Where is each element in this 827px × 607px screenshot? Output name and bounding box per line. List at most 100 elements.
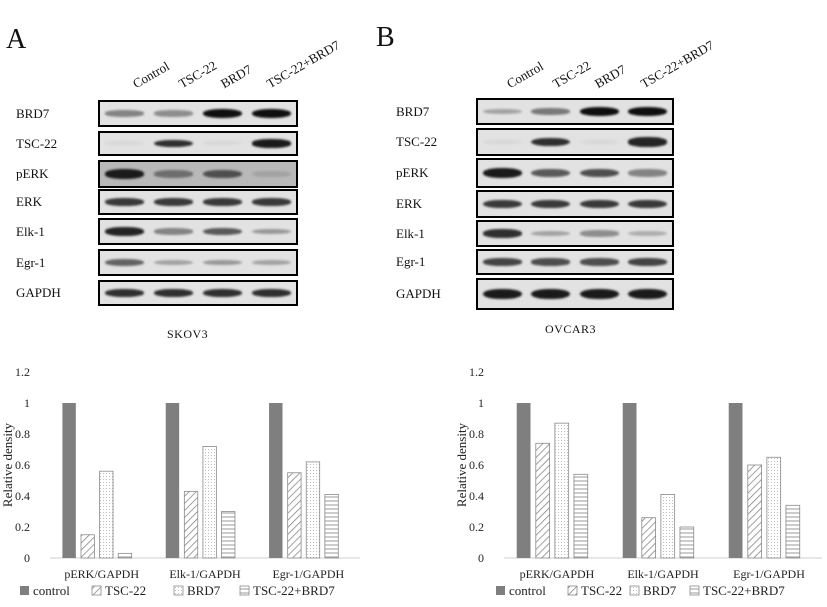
bar-tsc-22	[183, 490, 199, 559]
band	[482, 258, 522, 266]
row-label-erk: ERK	[396, 196, 422, 211]
band	[202, 141, 243, 146]
blot-brd7	[476, 98, 674, 125]
band	[251, 108, 292, 119]
legend-swatch	[91, 585, 102, 596]
band	[531, 230, 571, 237]
band	[104, 110, 145, 117]
band	[579, 288, 619, 300]
band	[628, 288, 668, 300]
band	[531, 258, 571, 266]
lane-label-tsc-22: TSC-22	[550, 57, 594, 92]
row-label-brd7: BRD7	[16, 105, 50, 121]
band	[104, 141, 145, 146]
band	[202, 108, 243, 119]
band	[251, 171, 292, 177]
bar-control	[165, 403, 180, 558]
x-category-label: pERK/GAPDH	[64, 567, 139, 581]
x-category-label: Egr-1/GAPDH	[733, 567, 805, 581]
row-label-egr-1: Egr-1	[16, 254, 46, 270]
row-label-gapdh: GAPDH	[396, 286, 441, 301]
row-label-tsc-22: TSC-22	[16, 135, 58, 151]
band	[628, 169, 668, 177]
band	[579, 230, 619, 237]
y-tick-label: 0.2	[15, 520, 30, 534]
legend-swatch	[173, 585, 184, 596]
bar-brd7	[305, 461, 321, 559]
bar-brd7	[202, 446, 217, 559]
blot-egr-1	[476, 249, 674, 275]
band	[202, 227, 243, 236]
legend-swatch	[496, 586, 505, 595]
band	[579, 168, 619, 178]
band	[251, 139, 292, 148]
blot-gapdh	[476, 278, 674, 310]
bar-brd7	[99, 470, 114, 559]
legend-label: TSC-22	[105, 583, 146, 598]
row-label-erk: ERK	[16, 194, 42, 209]
band	[104, 169, 145, 179]
y-tick-label: 0.8	[15, 427, 30, 441]
legend-swatch	[567, 585, 578, 596]
legend-label: TSC-22+BRD7	[703, 583, 785, 598]
legend-label: control	[33, 583, 70, 598]
legend-swatch	[20, 586, 29, 595]
band	[202, 288, 243, 298]
y-tick-label: 0.4	[15, 489, 30, 503]
blot-elk-1	[476, 220, 674, 247]
bar-brd7	[554, 422, 570, 559]
band	[202, 198, 243, 206]
lane-label-brd7: BRD7	[218, 61, 255, 92]
legend-swatch	[689, 585, 700, 596]
band	[104, 288, 145, 298]
band	[579, 199, 619, 209]
band	[628, 199, 668, 209]
x-category-label: pERK/GAPDH	[520, 567, 595, 581]
row-label-perk: pERK	[16, 166, 49, 181]
bar-tsc-22	[641, 517, 656, 559]
row-label-tsc-22: TSC-22	[396, 134, 438, 149]
legend-swatch	[239, 585, 250, 596]
y-tick-label: 0.6	[15, 458, 30, 472]
lane-label-control: Control	[130, 58, 172, 92]
y-tick-label: 0	[478, 551, 484, 565]
band	[153, 288, 194, 298]
bar-tsc-22	[747, 464, 762, 559]
band	[531, 168, 571, 178]
band	[482, 288, 522, 300]
band	[104, 198, 145, 206]
legend-label: TSC-22	[581, 583, 622, 598]
ovcar3-density-chart: 0 0.2 0.4 0.6 0.8 1 1.2 Relative density pERK/GA…	[454, 365, 822, 598]
bar-brd7	[766, 456, 782, 559]
row-label-elk-1: Elk-1	[16, 223, 45, 239]
blot-brd7	[98, 100, 298, 127]
bar-tsc-22-brd7	[117, 552, 133, 559]
bar-control	[622, 403, 637, 558]
band	[104, 258, 145, 267]
y-tick-label: 0.8	[469, 427, 484, 441]
band	[482, 199, 522, 209]
lane-label-control: Control	[504, 58, 546, 92]
band	[482, 167, 522, 179]
band	[153, 110, 194, 117]
band	[153, 170, 194, 178]
band	[628, 106, 668, 117]
bar-tsc-22-brd7	[785, 504, 801, 559]
blot-gapdh	[98, 280, 298, 306]
y-tick-label: 1	[478, 396, 484, 410]
legend-label: TSC-22+BRD7	[253, 583, 335, 598]
blot-tsc-22	[98, 131, 298, 156]
panel-b-cell-line: OVCAR3	[545, 322, 597, 336]
row-label-perk: pERK	[396, 165, 429, 180]
band	[482, 108, 522, 115]
bar-tsc-22	[80, 534, 95, 559]
band	[153, 198, 194, 206]
bar-tsc-22-brd7	[573, 473, 589, 559]
band	[531, 137, 571, 147]
blot-perk	[98, 160, 298, 188]
band	[531, 288, 571, 300]
y-tick-label: 1	[24, 396, 30, 410]
band	[202, 169, 243, 178]
blot-erk	[476, 190, 674, 218]
blot-tsc-22	[476, 128, 674, 156]
